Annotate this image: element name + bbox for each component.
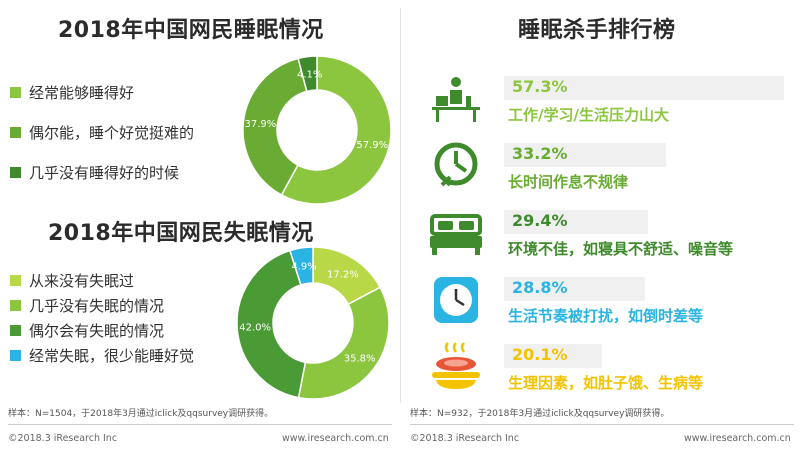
insomnia-legend-label: 从来没有失眠过 (29, 272, 135, 290)
insomnia-legend-swatch (10, 325, 21, 336)
insomnia-chart-title: 2018年中国网民失眠情况 (48, 221, 314, 246)
right-panel: 睡眠杀手排行榜 57.3% 工作/学习/生活压力山大 33.2% 长时间作息不规律 … (400, 0, 800, 453)
ranking-title: 睡眠杀手排行榜 (518, 18, 676, 43)
ranking-row: 20.1% 生理因素，如肚子饿、生病等 (400, 336, 800, 402)
right-footer-separator (410, 424, 794, 425)
sleep-legend-item: 经常能够睡得好 (10, 82, 134, 103)
sleep-slice (297, 55, 318, 93)
sleep-legend-label: 几乎没有睡得好的时候 (29, 164, 180, 182)
ranking-row: 29.4% 环境不佳，如寝具不舒适、噪音等 (400, 202, 800, 268)
food-icon (428, 342, 484, 392)
sleep-slice-label: 57.9% (356, 140, 388, 151)
insomnia-donut-chart: 17.2% 35.8% 42.0% 4.9% (236, 246, 390, 400)
insomnia-legend-label: 经常失眠，很少能睡好觉 (29, 347, 195, 365)
insomnia-slice-label: 42.0% (239, 322, 271, 333)
insomnia-slice (289, 246, 314, 286)
insomnia-legend-label: 几乎没有失眠的情况 (29, 297, 165, 315)
sleep-legend-label: 偶尔能，睡个好觉挺难的 (29, 124, 195, 142)
ranking-bar (504, 76, 784, 100)
ranking-value-label: 20.1% (512, 345, 568, 364)
sleep-legend-item: 几乎没有睡得好的时候 (10, 162, 179, 183)
ranking-category-label: 生活节奏被打扰，如倒时差等 (508, 307, 704, 325)
insomnia-legend-item: 偶尔会有失眠的情况 (10, 320, 164, 341)
wall-clock-icon (428, 275, 484, 325)
insomnia-legend-item: 从来没有失眠过 (10, 270, 134, 291)
ranking-bar (504, 210, 648, 234)
sleep-slice (242, 57, 308, 196)
ranking-bar (504, 344, 603, 368)
sleep-legend-swatch (10, 167, 21, 178)
panel-divider (400, 8, 401, 403)
ranking-category-label: 长时间作息不规律 (508, 173, 629, 191)
sleep-slice-label: 4.1% (297, 69, 322, 80)
sleep-legend-item: 偶尔能，睡个好觉挺难的 (10, 122, 194, 143)
insomnia-slice (297, 286, 390, 400)
ranking-row: 28.8% 生活节奏被打扰，如倒时差等 (400, 269, 800, 335)
ranking-bar (504, 143, 667, 167)
ranking-value-label: 28.8% (512, 278, 568, 297)
insomnia-legend-item: 几乎没有失眠的情况 (10, 295, 164, 316)
desk-worker-icon (428, 74, 484, 124)
sleep-legend-label: 经常能够睡得好 (29, 84, 135, 102)
sleep-slice-label: 37.9% (245, 119, 277, 130)
sleep-slice (280, 55, 392, 205)
ranking-sample-note: 样本：N=932，于2018年3月通过iclick及qqsurvey调研获得。 (410, 409, 670, 419)
ranking-value-label: 33.2% (512, 144, 568, 163)
ranking-row: 33.2% 长时间作息不规律 (400, 135, 800, 201)
ranking-category-label: 生理因素，如肚子饿、生病等 (508, 374, 704, 392)
right-copyright: ©2018.3 iResearch Inc (410, 433, 520, 444)
insomnia-legend-swatch (10, 300, 21, 311)
ranking-value-label: 29.4% (512, 211, 568, 230)
sleep-legend-swatch (10, 87, 21, 98)
clock-cross-icon (428, 141, 484, 191)
insomnia-legend-item: 经常失眠，很少能睡好觉 (10, 345, 194, 366)
insomnia-sample-note: 样本：N=1504，于2018年3月通过iclick及qqsurvey调研获得。 (8, 409, 274, 419)
ranking-row: 57.3% 工作/学习/生活压力山大 (400, 68, 800, 134)
ranking-bar (504, 277, 645, 301)
ranking-category-label: 工作/学习/生活压力山大 (508, 106, 669, 124)
left-copyright: ©2018.3 iResearch Inc (8, 433, 118, 444)
bed-icon (428, 208, 484, 258)
left-website: www.iresearch.com.cn (282, 433, 389, 444)
left-panel: 2018年中国网民睡眠情况 经常能够睡得好偶尔能，睡个好觉挺难的 几乎没有睡得好的… (8, 18, 392, 444)
insomnia-legend-label: 偶尔会有失眠的情况 (29, 322, 165, 340)
sleep-chart-title: 2018年中国网民睡眠情况 (58, 18, 324, 43)
insomnia-slice-label: 4.9% (291, 262, 316, 273)
insomnia-slice-label: 17.2% (327, 269, 359, 280)
ranking-value-label: 57.3% (512, 77, 568, 96)
insomnia-slice (236, 249, 307, 399)
right-website: www.iresearch.com.cn (684, 433, 791, 444)
sleep-donut-chart: 57.9% 37.9% 4.1% (242, 55, 392, 205)
insomnia-legend-swatch (10, 350, 21, 361)
sleep-legend-swatch (10, 127, 21, 138)
insomnia-legend-swatch (10, 275, 21, 286)
left-footer-separator (8, 424, 392, 425)
ranking-category-label: 环境不佳，如寝具不舒适、噪音等 (508, 240, 734, 258)
insomnia-slice-label: 35.8% (344, 353, 376, 364)
